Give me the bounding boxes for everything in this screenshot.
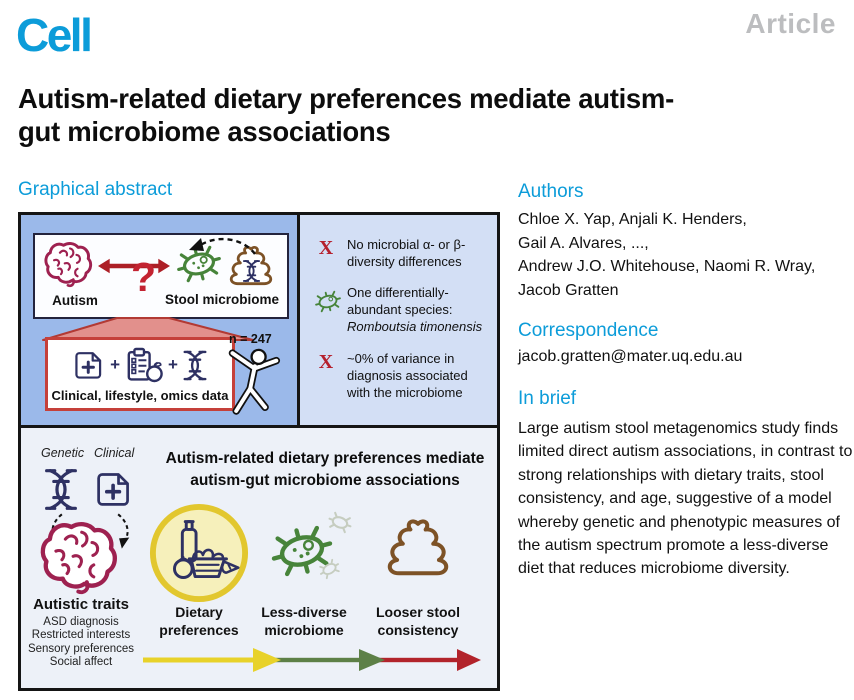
autistic-traits-list: ASD diagnosis Restricted interests Senso… — [21, 616, 141, 670]
human-figure-icon — [228, 348, 281, 415]
data-box-icons: + — [48, 347, 232, 383]
finding-text: ~0% of variance in diagnosis associated … — [347, 351, 468, 400]
step-label-line1: Dietary — [175, 604, 223, 620]
tri-color-arrow-icon — [143, 648, 481, 672]
paper-title: Autism-related dietary preferences media… — [18, 82, 842, 148]
clinical-folder-icon — [75, 352, 102, 379]
microbe-icon — [314, 289, 341, 336]
mediation-heading: Autism-related dietary preferences media… — [153, 448, 497, 493]
clinical-folder-icon — [97, 473, 129, 506]
microbe-icon — [177, 245, 221, 283]
authors-list: Chloe X. Yap, Anjali K. Henders, Gail A.… — [518, 208, 815, 302]
x-mark-icon: X — [318, 351, 334, 373]
data-box-label: Clinical, lifestyle, omics data — [51, 388, 229, 403]
faded-microbe-icon — [328, 511, 352, 534]
ga-findings-panel: X No microbial α- or β-diversity differe… — [300, 215, 497, 425]
ga-top-left-panel: ? — [21, 215, 300, 425]
mediation-heading-line1: Autism-related dietary preferences media… — [165, 450, 485, 467]
finding-text: No microbial α- or β-diversity differenc… — [347, 237, 466, 269]
finding-text: One differentially-abundant species: Rom… — [347, 285, 488, 336]
finding-item: One differentially-abundant species: Rom… — [314, 285, 488, 336]
ga-bottom-panel: Genetic Clinical — [21, 425, 497, 688]
finding-item: X ~0% of variance in diagnosis associate… — [314, 351, 488, 402]
double-arrow-icon — [98, 258, 170, 274]
dashed-arrow-icon — [189, 237, 256, 255]
funnel-shape — [42, 317, 254, 341]
autistic-traits-title: Autistic traits — [33, 596, 129, 613]
correspondence-email[interactable]: jacob.gratten@mater.uq.edu.au — [518, 348, 743, 365]
step-label: Dietary preferences — [149, 603, 249, 639]
species-name: Romboutsia timonensis — [347, 318, 483, 334]
paper-title-line2: gut microbiome associations — [18, 116, 391, 147]
cell-logo: Cell — [16, 9, 93, 61]
stool-icon — [387, 519, 449, 576]
autism-microbiome-box: ? — [33, 233, 289, 319]
author-line: Chloe X. Yap, Anjali K. Henders, — [518, 211, 747, 228]
question-mark: ? — [131, 254, 157, 300]
dna-icon — [242, 260, 261, 282]
author-line: Jacob Gratten — [518, 281, 619, 299]
in-brief-heading: In brief — [518, 388, 577, 409]
microbe-icon — [271, 525, 333, 577]
x-mark-icon: X — [318, 237, 334, 259]
trait-item: Sensory preferences — [27, 642, 135, 655]
mediation-heading-line2: autism-gut microbiome associations — [190, 472, 460, 490]
plus-sign: + — [168, 355, 178, 374]
step-label-line2: preferences — [159, 622, 239, 639]
faded-microbe-icon — [319, 558, 340, 580]
step-label-line2: microbiome — [264, 622, 344, 639]
dashed-arrow-icon — [117, 513, 130, 549]
brain-icon — [44, 242, 93, 288]
graphical-abstract-figure: ? — [18, 212, 500, 691]
step-label: Less-diverse microbiome — [247, 603, 361, 639]
autism-label: Autism — [52, 293, 98, 308]
food-circle-icon — [149, 503, 249, 603]
ga-top-row: ? — [21, 215, 497, 425]
finding-item: X No microbial α- or β-diversity differe… — [314, 237, 488, 271]
author-line: Gail A. Alvares, ..., — [518, 234, 649, 252]
dna-icon — [45, 469, 77, 510]
authors-heading: Authors — [518, 181, 584, 202]
paper-title-line1: Autism-related dietary preferences media… — [18, 83, 674, 114]
graphical-abstract-heading: Graphical abstract — [18, 179, 173, 200]
clinical-label: Clinical — [94, 446, 135, 460]
step-label: Looser stool consistency — [363, 603, 473, 639]
trait-item: ASD diagnosis — [43, 616, 119, 628]
finding-text-main: One differentially-abundant species: — [347, 285, 453, 317]
trait-item: Social affect — [49, 656, 113, 669]
data-box: + — [45, 337, 235, 411]
trait-item: Restricted interests — [31, 629, 131, 642]
brain-icon — [40, 522, 117, 595]
stool-dna-group — [223, 245, 281, 293]
article-type-label: Article — [745, 8, 836, 39]
clipboard-apple-icon — [127, 347, 163, 383]
dna-icon — [183, 350, 207, 380]
correspondence-heading: Correspondence — [518, 320, 659, 341]
step-label-line1: Less-diverse — [261, 604, 347, 620]
in-brief-text: Large autism stool metagenomics study fi… — [518, 420, 853, 578]
step-label-line2: consistency — [377, 622, 459, 639]
genetic-label: Genetic — [41, 446, 85, 460]
sample-size-label: n = 247 — [229, 332, 272, 346]
plus-sign: + — [110, 355, 120, 374]
step-label-line1: Looser stool — [375, 604, 460, 620]
author-line: Andrew J.O. Whitehouse, Naomi R. Wray, — [518, 258, 816, 275]
stool-microbiome-label: Stool microbiome — [164, 292, 279, 307]
